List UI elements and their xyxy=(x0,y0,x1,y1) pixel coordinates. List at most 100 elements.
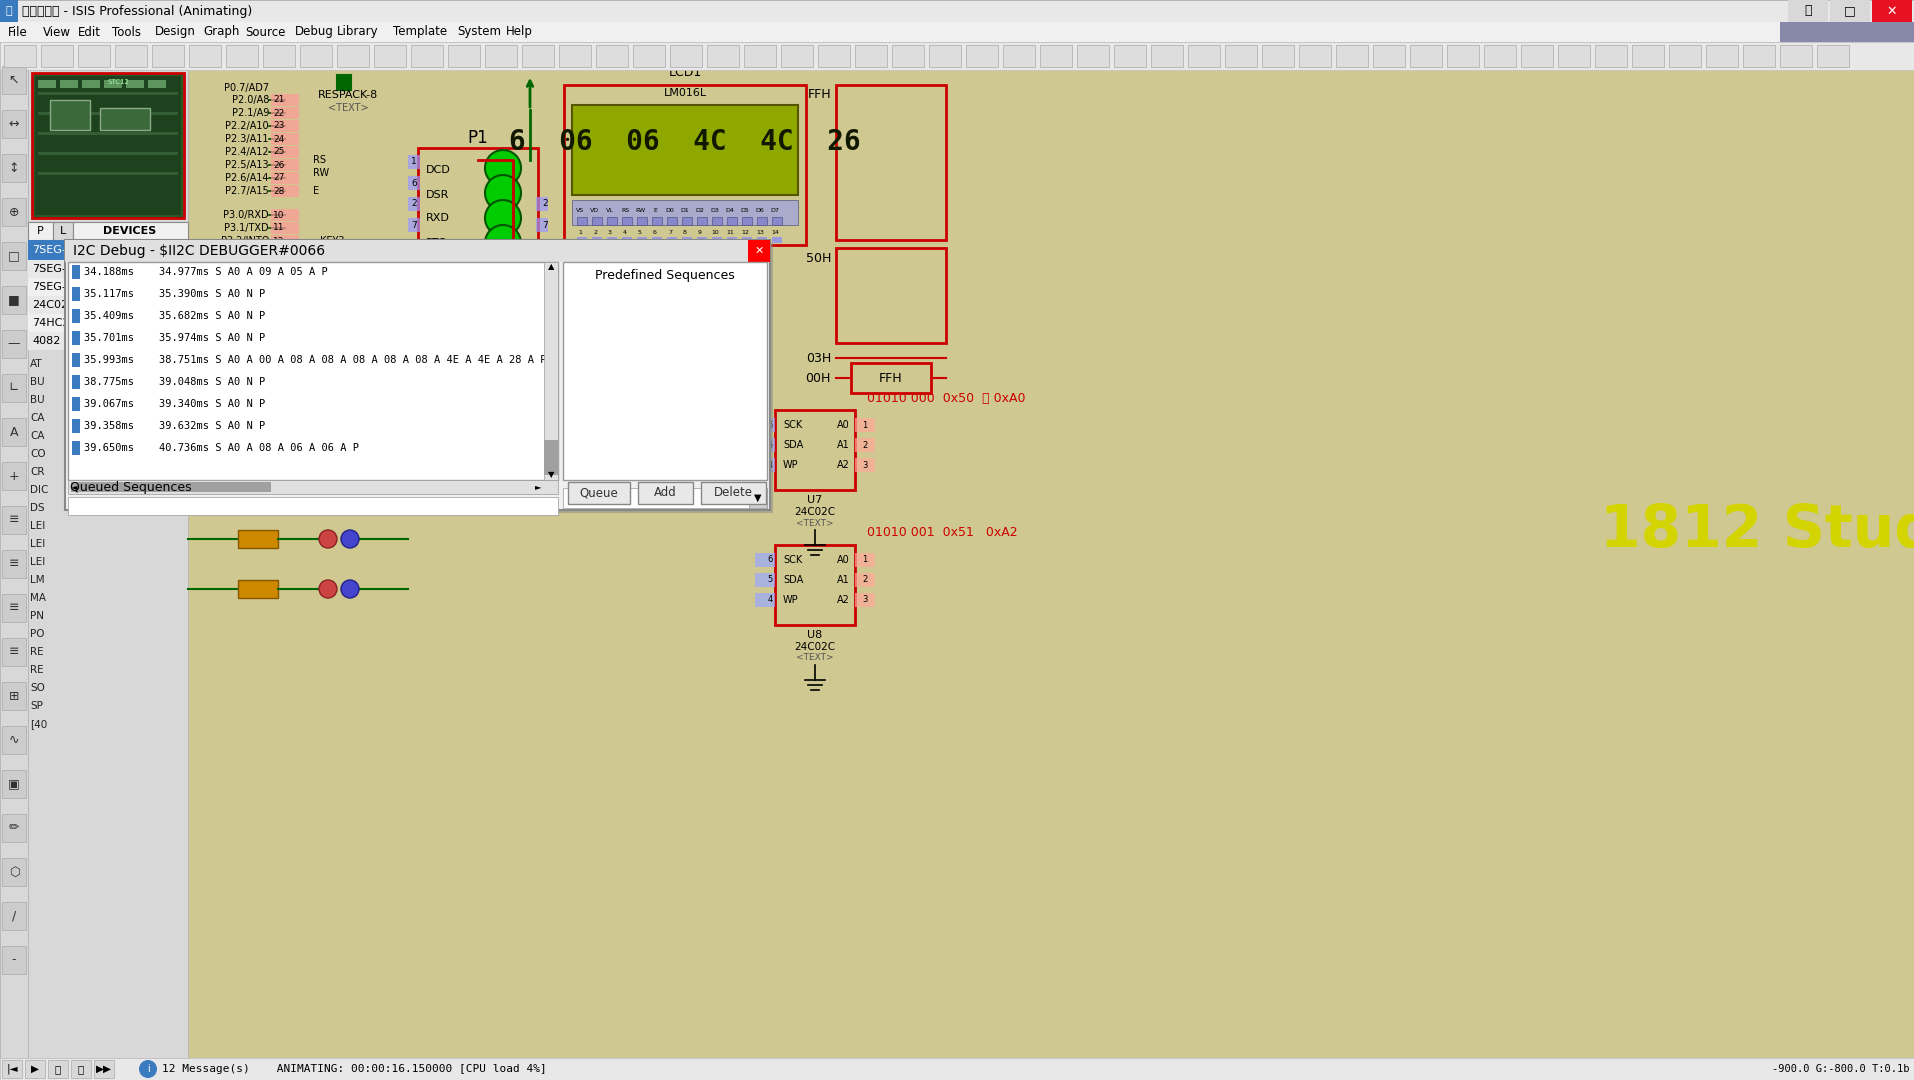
Circle shape xyxy=(140,1059,157,1078)
Text: 03H: 03H xyxy=(806,351,831,365)
Text: P1: P1 xyxy=(467,129,488,147)
Text: 2: 2 xyxy=(863,441,867,449)
Bar xyxy=(1189,45,1219,67)
Bar xyxy=(2,638,27,666)
Bar xyxy=(2,814,27,842)
Text: 5: 5 xyxy=(768,576,773,584)
Text: 8: 8 xyxy=(683,230,687,235)
Bar xyxy=(38,132,178,135)
Circle shape xyxy=(484,150,521,186)
Bar xyxy=(69,262,559,480)
Bar xyxy=(697,237,706,243)
Text: Queued Sequences: Queued Sequences xyxy=(71,482,191,495)
Bar xyxy=(2,1059,21,1078)
Text: 24: 24 xyxy=(274,135,285,144)
Text: E: E xyxy=(314,186,320,195)
Bar xyxy=(103,80,122,87)
Bar xyxy=(272,159,299,171)
Text: Edit: Edit xyxy=(78,26,101,39)
Bar xyxy=(82,80,100,87)
Text: A0: A0 xyxy=(836,420,850,430)
Text: D5: D5 xyxy=(741,207,750,213)
Bar xyxy=(2,462,27,490)
Bar xyxy=(1225,45,1257,67)
Bar xyxy=(2,110,27,138)
Text: 7: 7 xyxy=(412,220,417,230)
Bar xyxy=(727,237,737,243)
Text: SCK: SCK xyxy=(783,555,802,565)
Text: 6: 6 xyxy=(653,230,657,235)
Text: 35.117ms    35.390ms S A0 N P: 35.117ms 35.390ms S A0 N P xyxy=(84,289,266,299)
Bar xyxy=(572,105,798,195)
Text: 8: 8 xyxy=(542,262,547,271)
Text: U7: U7 xyxy=(808,495,823,505)
Text: +: + xyxy=(10,470,19,483)
Bar xyxy=(73,287,80,301)
Bar xyxy=(781,45,813,67)
Bar xyxy=(852,363,930,393)
Text: CO: CO xyxy=(31,449,46,459)
Bar xyxy=(697,217,706,225)
Text: 6: 6 xyxy=(412,178,417,188)
Text: ⏹: ⏹ xyxy=(78,1064,84,1074)
Text: 4: 4 xyxy=(768,595,773,605)
Text: System: System xyxy=(457,26,501,39)
Text: Library: Library xyxy=(337,26,379,39)
Text: 1: 1 xyxy=(863,420,867,430)
Bar xyxy=(0,70,29,1058)
Text: 11: 11 xyxy=(274,224,285,232)
Bar xyxy=(681,237,693,243)
Bar xyxy=(754,458,775,472)
Bar xyxy=(448,45,480,67)
Text: 3: 3 xyxy=(542,242,547,251)
Circle shape xyxy=(341,580,360,598)
Text: E: E xyxy=(653,207,657,213)
Bar xyxy=(706,45,739,67)
Bar xyxy=(408,218,419,232)
Bar xyxy=(1411,45,1441,67)
Bar xyxy=(1372,45,1405,67)
Text: SCK: SCK xyxy=(783,420,802,430)
Text: PN: PN xyxy=(31,611,44,621)
Text: ✏: ✏ xyxy=(10,822,19,835)
Bar xyxy=(2,418,27,446)
Text: ▼: ▼ xyxy=(754,492,762,503)
Text: KEY4: KEY4 xyxy=(320,249,345,259)
Bar xyxy=(4,45,36,67)
Text: 3: 3 xyxy=(412,242,417,251)
Bar xyxy=(576,237,588,243)
Text: 4: 4 xyxy=(622,230,628,235)
Text: P2.6/A14: P2.6/A14 xyxy=(226,173,270,183)
Bar xyxy=(69,497,559,515)
Bar xyxy=(408,260,419,274)
Text: 4: 4 xyxy=(768,460,773,470)
Bar xyxy=(1744,45,1774,67)
Text: ►: ► xyxy=(534,483,542,491)
Bar xyxy=(29,314,188,332)
Bar xyxy=(38,172,178,175)
Bar xyxy=(38,92,178,95)
Bar xyxy=(544,262,559,480)
Bar xyxy=(2,681,27,710)
Bar xyxy=(748,488,768,508)
Text: RXD: RXD xyxy=(427,213,450,222)
Text: ▲: ▲ xyxy=(547,262,555,271)
Text: ≡: ≡ xyxy=(10,513,19,526)
Text: 39.358ms    39.632ms S A0 N P: 39.358ms 39.632ms S A0 N P xyxy=(84,421,266,431)
Text: SP: SP xyxy=(31,701,42,711)
Text: LM: LM xyxy=(31,575,44,585)
Text: ↖: ↖ xyxy=(10,73,19,86)
Bar xyxy=(34,76,182,215)
Bar xyxy=(563,262,768,480)
Text: VS: VS xyxy=(576,207,584,213)
Text: 11: 11 xyxy=(725,230,733,235)
Bar xyxy=(1872,0,1912,22)
Text: 01010 000  0x50  写 0xA0: 01010 000 0x50 写 0xA0 xyxy=(867,391,1026,405)
Bar xyxy=(2,858,27,886)
Text: D7: D7 xyxy=(771,207,779,213)
Bar xyxy=(94,1059,115,1078)
Text: 2: 2 xyxy=(863,576,867,584)
Bar xyxy=(262,45,295,67)
Text: ⊕: ⊕ xyxy=(10,205,19,218)
Bar xyxy=(1705,45,1738,67)
